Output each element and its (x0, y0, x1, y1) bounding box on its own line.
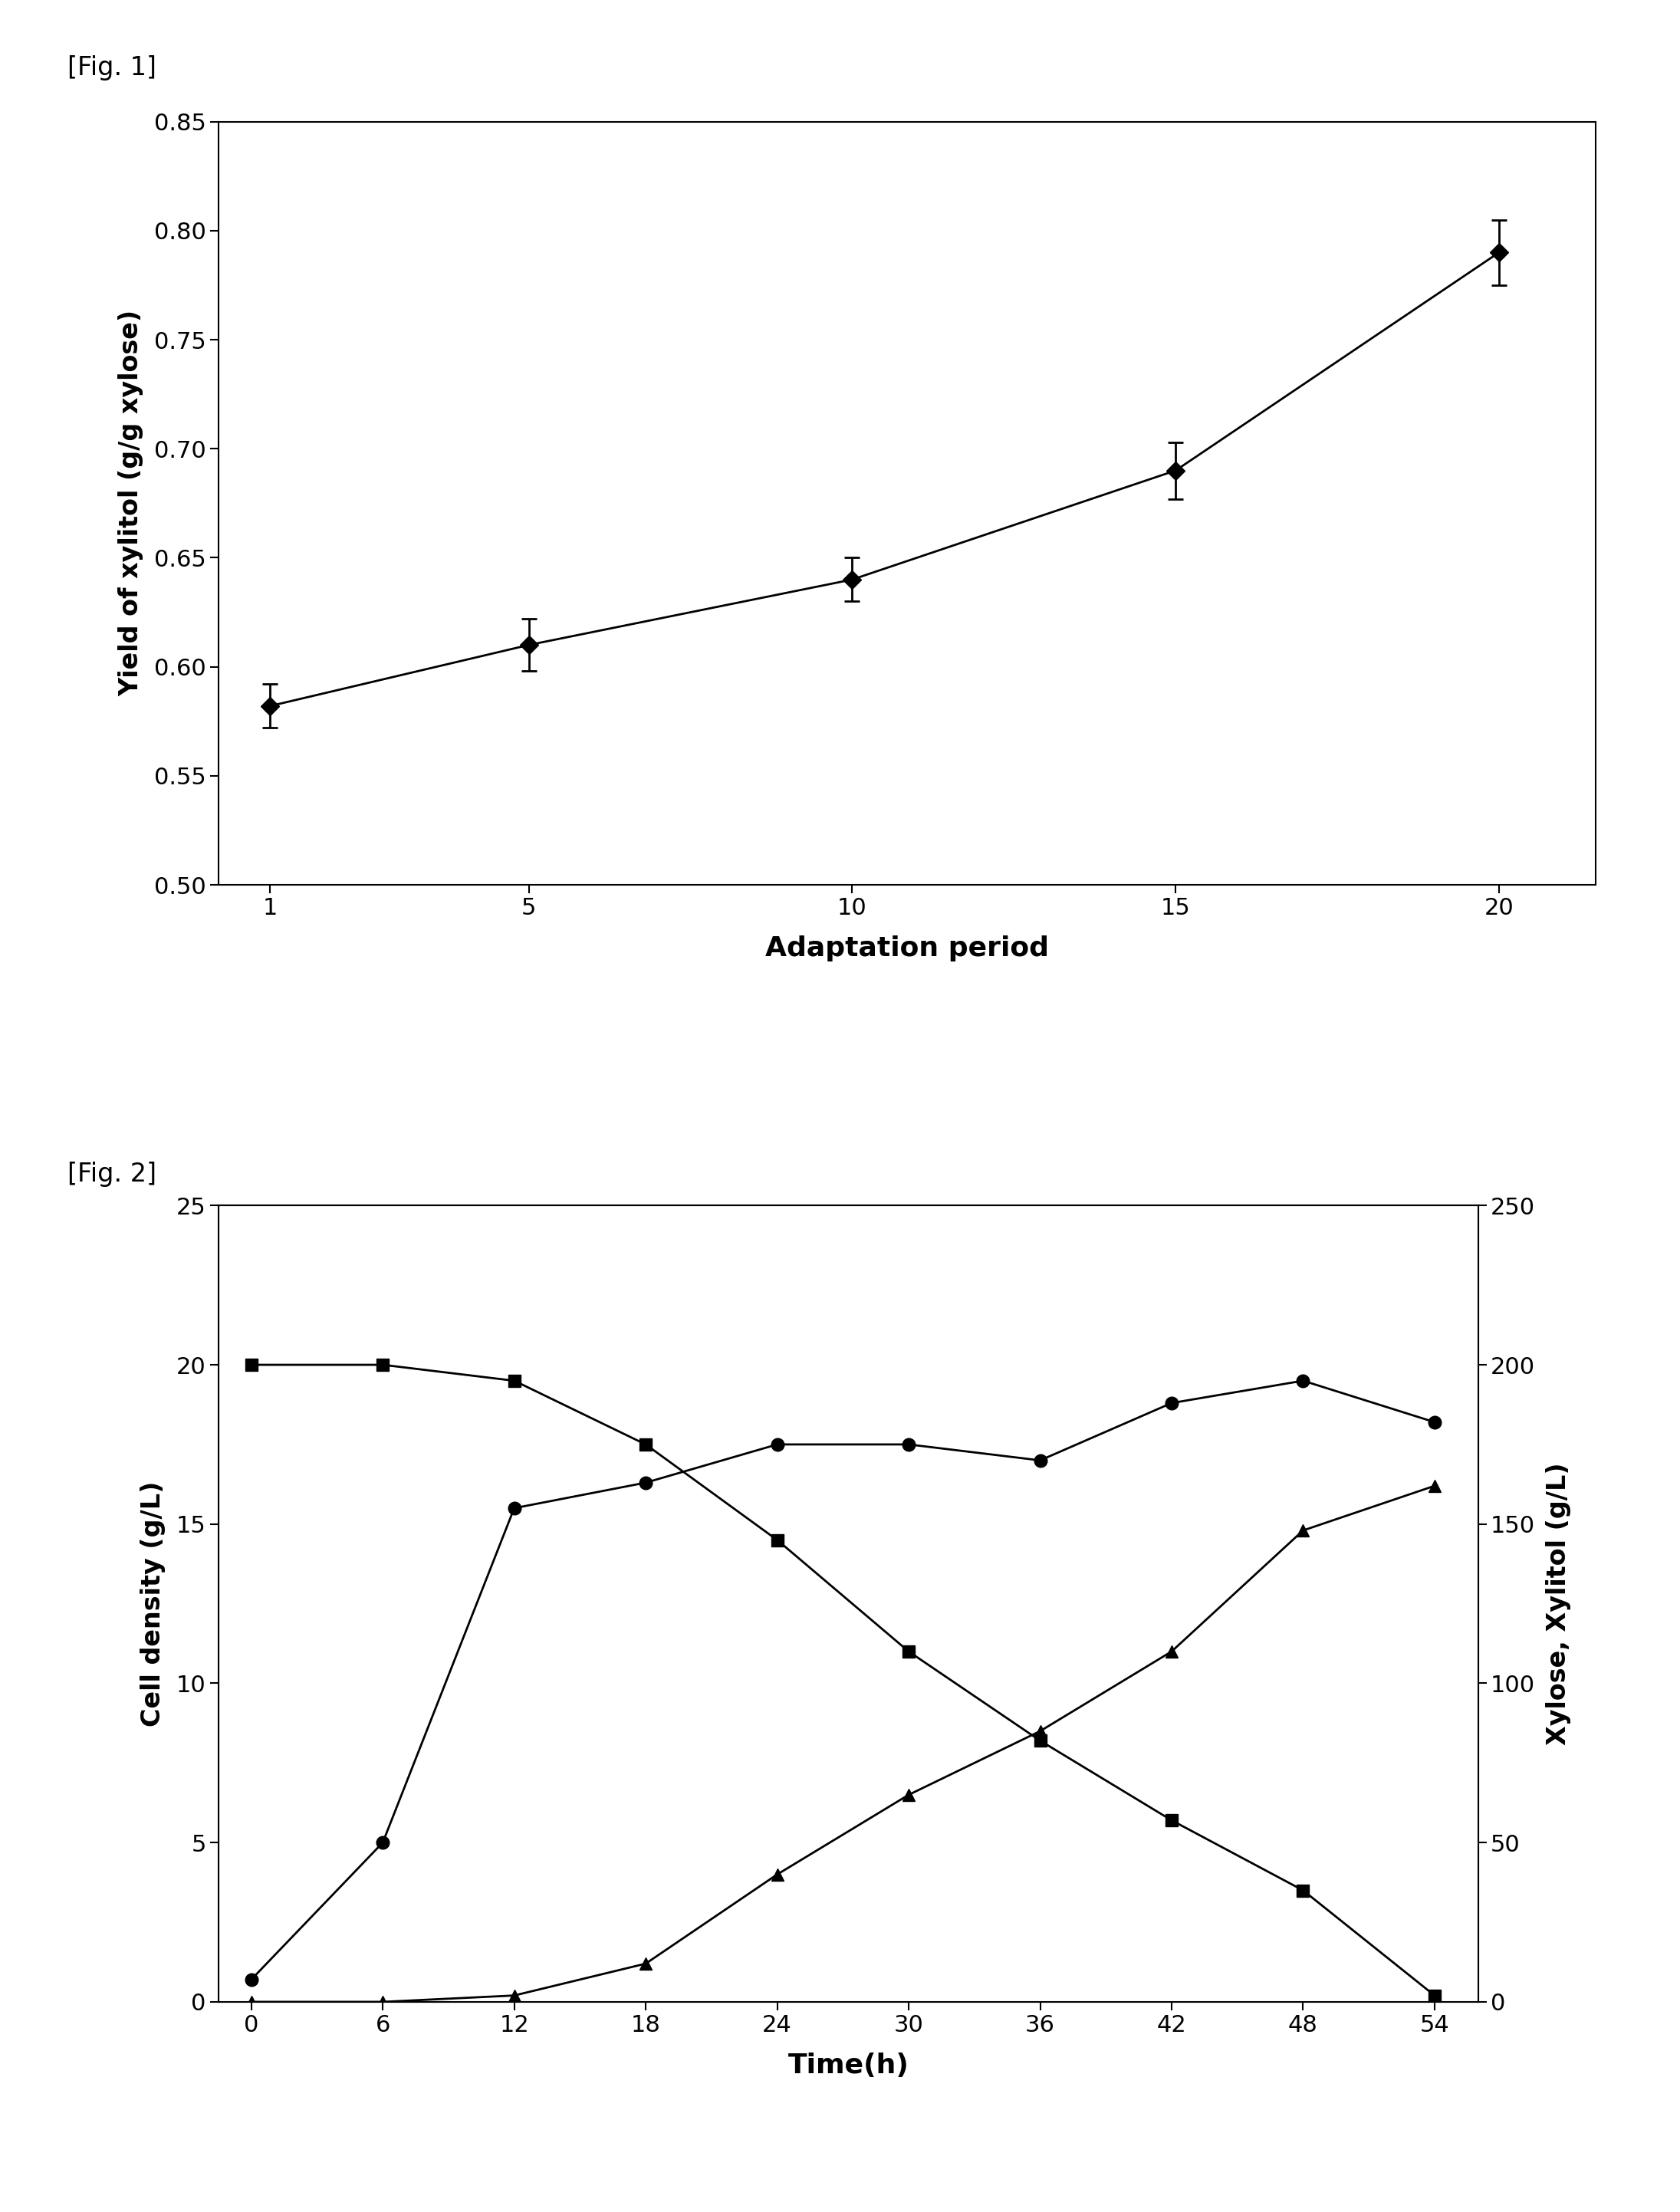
Xylitol (1030, 1719, 1050, 1745)
Cell density (635, 1469, 655, 1495)
Xylose (1161, 1807, 1181, 1834)
Xylitol (1294, 1517, 1314, 1544)
Line: Xylose: Xylose (245, 1358, 1441, 2002)
Cell density (504, 1495, 524, 1522)
Cell density (1030, 1447, 1050, 1473)
Y-axis label: Xylose, Xylitol (g/L): Xylose, Xylitol (g/L) (1546, 1462, 1571, 1745)
Xylose (1294, 1878, 1314, 1905)
Cell density (768, 1431, 788, 1458)
X-axis label: Adaptation period: Adaptation period (766, 936, 1048, 962)
Xylose (635, 1431, 655, 1458)
Xylose (1425, 1982, 1445, 2008)
Xylitol (242, 1989, 262, 2015)
Y-axis label: Cell density (g/L): Cell density (g/L) (141, 1480, 166, 1728)
Xylose (373, 1352, 393, 1378)
Xylose (899, 1639, 919, 1666)
Line: Cell density: Cell density (245, 1374, 1441, 1986)
Cell density (1161, 1389, 1181, 1416)
Xylose (504, 1367, 524, 1394)
Text: [Fig. 1]: [Fig. 1] (67, 55, 156, 80)
Y-axis label: Yield of xylitol (g/g xylose): Yield of xylitol (g/g xylose) (118, 310, 143, 697)
Xylose (242, 1352, 262, 1378)
Text: [Fig. 2]: [Fig. 2] (67, 1161, 156, 1186)
Xylitol (899, 1781, 919, 1807)
Xylitol (1425, 1473, 1445, 1500)
Xylitol (768, 1860, 788, 1887)
Cell density (899, 1431, 919, 1458)
Cell density (373, 1829, 393, 1856)
Cell density (1425, 1409, 1445, 1436)
X-axis label: Time(h): Time(h) (788, 2053, 909, 2079)
Cell density (242, 1966, 262, 1993)
Line: Xylitol: Xylitol (245, 1480, 1441, 2008)
Xylitol (373, 1989, 393, 2015)
Xylitol (635, 1951, 655, 1978)
Xylose (1030, 1728, 1050, 1754)
Cell density (1294, 1367, 1314, 1394)
Xylitol (504, 1982, 524, 2008)
Xylose (768, 1526, 788, 1553)
Xylitol (1161, 1639, 1181, 1666)
